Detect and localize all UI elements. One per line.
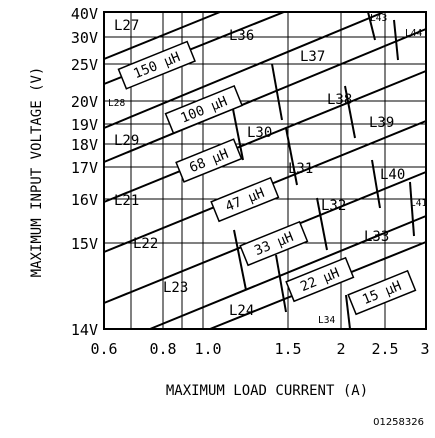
region-label-l37: L37 xyxy=(300,49,325,65)
region-label-l21: L21 xyxy=(114,193,139,209)
x-tick-0-8: 0.8 xyxy=(149,340,176,358)
y-tick-15v: 15V xyxy=(71,235,98,253)
x-tick-0-6: 0.6 xyxy=(90,340,117,358)
inductance-label-15uh: 15 µH xyxy=(347,269,417,316)
region-label-l40: L40 xyxy=(380,167,405,183)
region-labels: L27 L28 L29 L21 L22 L23 L24 L36 L37 L38 … xyxy=(108,13,427,326)
y-tick-18v: 18V xyxy=(71,136,98,154)
y-tick-40v: 40V xyxy=(71,5,98,23)
region-label-l29: L29 xyxy=(114,133,139,149)
plot-frame xyxy=(103,11,427,330)
y-tick-17v: 17V xyxy=(71,159,98,177)
region-label-l38: L38 xyxy=(327,92,352,108)
region-label-l39: L39 xyxy=(369,115,394,131)
region-label-l34: L34 xyxy=(318,315,335,326)
region-label-l22: L22 xyxy=(133,236,158,252)
y-axis-title: MAXIMUM INPUT VOLTAGE (V) xyxy=(29,67,45,278)
x-tick-3: 3 xyxy=(420,340,429,358)
region-label-l43: L43 xyxy=(370,13,387,24)
y-axis-ticks: 40V 30V 25V 20V 19V 18V 17V 16V 15V 14V xyxy=(71,5,98,339)
region-label-l31: L31 xyxy=(288,161,313,177)
region-label-l33: L33 xyxy=(364,229,389,245)
x-tick-1-0: 1.0 xyxy=(194,340,221,358)
region-label-l44: L44 xyxy=(405,28,422,39)
inductance-label-68uh: 68 µH xyxy=(175,138,243,183)
y-tick-25v: 25V xyxy=(71,56,98,74)
region-label-l41: L41 xyxy=(410,198,427,209)
inductance-label-22uh: 22 µH xyxy=(285,256,355,303)
region-dividers xyxy=(231,11,415,330)
x-axis-title: MAXIMUM LOAD CURRENT (A) xyxy=(166,383,368,399)
y-tick-20v: 20V xyxy=(71,93,98,111)
region-label-l36: L36 xyxy=(229,28,254,44)
region-label-l30: L30 xyxy=(247,125,272,141)
x-tick-2-5: 2.5 xyxy=(371,340,398,358)
inductance-label-33uh: 33 µH xyxy=(239,220,309,267)
y-tick-19v: 19V xyxy=(71,116,98,134)
region-label-l23: L23 xyxy=(163,280,188,296)
y-tick-14v: 14V xyxy=(71,321,98,339)
region-label-l28: L28 xyxy=(108,98,125,109)
x-tick-2: 2 xyxy=(336,340,345,358)
y-tick-16v: 16V xyxy=(71,191,98,209)
inductance-label-100uh: 100 µH xyxy=(164,84,244,135)
figure-number: 01258326 xyxy=(373,417,424,428)
y-tick-30v: 30V xyxy=(71,29,98,47)
region-label-l32: L32 xyxy=(321,198,346,214)
region-label-l27: L27 xyxy=(114,18,139,34)
x-tick-1-5: 1.5 xyxy=(274,340,301,358)
region-label-l24: L24 xyxy=(229,303,254,319)
x-axis-ticks: 0.6 0.8 1.0 1.5 2 2.5 3 xyxy=(90,340,429,358)
inductance-label-47uh: 47 µH xyxy=(210,176,280,223)
